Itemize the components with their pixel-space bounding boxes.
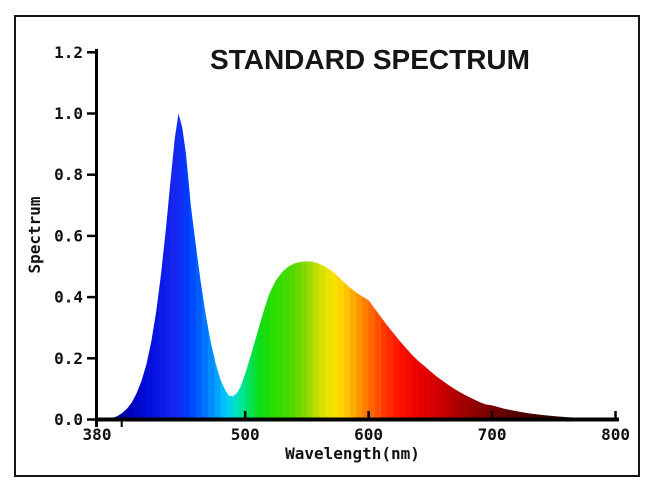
x-axis-label: Wavelength(nm) — [285, 444, 420, 463]
x-tick-label: 800 — [601, 425, 630, 444]
y-ticks: 0.0 0.2 0.4 0.6 0.8 1.0 1.2 — [54, 43, 96, 429]
x-tick-label: 700 — [478, 425, 507, 444]
y-tick-label: 0.0 — [54, 410, 83, 429]
y-tick-label: 1.0 — [54, 104, 83, 123]
y-tick-label: 0.6 — [54, 226, 83, 245]
y-tick-label: 0.8 — [54, 165, 83, 184]
x-tick-label: 380 — [83, 425, 112, 444]
spectrum-area — [106, 113, 619, 422]
axes — [95, 49, 619, 427]
y-tick-label: 0.4 — [54, 288, 83, 307]
y-tick-label: 0.2 — [54, 349, 83, 368]
x-ticks: 380 500 600 700 800 — [83, 411, 630, 444]
y-axis-label: Spectrum — [25, 196, 44, 273]
x-tick-label: 600 — [354, 425, 383, 444]
y-tick-label: 1.2 — [54, 43, 83, 62]
x-tick-label: 500 — [231, 425, 260, 444]
chart-title: STANDARD SPECTRUM — [210, 44, 530, 75]
